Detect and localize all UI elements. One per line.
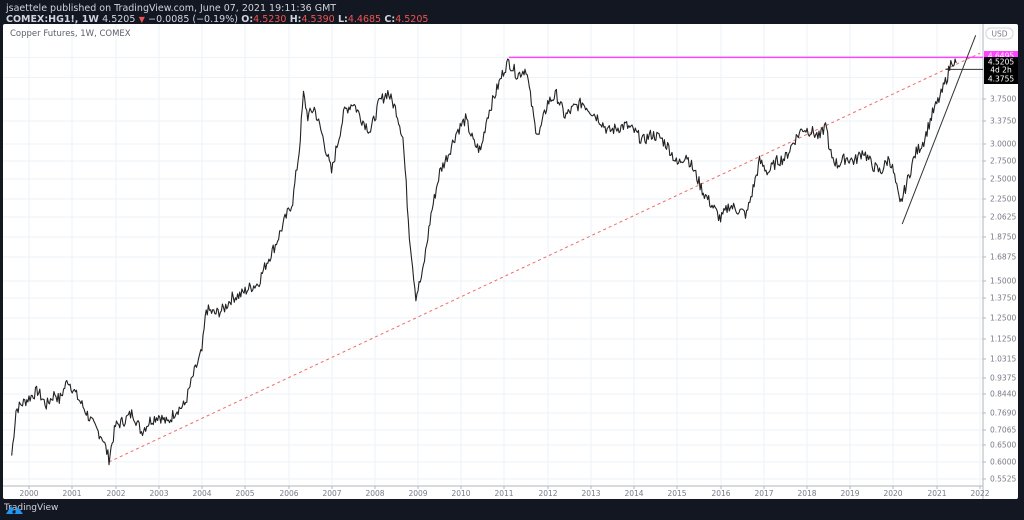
x-tick-label: 2000 — [19, 489, 38, 498]
y-tick-label: 0.6000 — [990, 458, 1016, 467]
x-tick-label: 2005 — [235, 489, 254, 498]
y-tick-label: 0.8440 — [990, 390, 1016, 399]
y-tick-label: 3.7500 — [990, 95, 1016, 104]
support-trendline[interactable] — [108, 52, 981, 463]
price-tag: 4.6495 — [988, 52, 1014, 61]
y-tick-label: 0.6500 — [990, 441, 1016, 450]
low-value: 4.4685 — [347, 14, 382, 25]
grid — [3, 24, 983, 486]
symbol-quote-line: COMEX:HG1!, 1W 4.5205 ▼ −0.0085 (−0.19%)… — [6, 14, 428, 25]
y-tick-label: 2.5000 — [990, 175, 1016, 184]
y-tick-label: 1.6875 — [990, 253, 1016, 262]
y-tick-label: 1.0315 — [990, 355, 1016, 364]
x-tick-label: 2003 — [149, 489, 168, 498]
x-tick-label: 2011 — [494, 489, 513, 498]
x-tick-label: 2009 — [408, 489, 427, 498]
x-tick-label: 2022 — [970, 489, 989, 498]
x-tick-label: 2013 — [581, 489, 600, 498]
y-tick-label: 2.0625 — [990, 213, 1016, 222]
x-tick-label: 2017 — [754, 489, 773, 498]
currency-badge[interactable]: USD — [985, 27, 1014, 40]
x-tick-label: 2008 — [365, 489, 384, 498]
currency-label: USD — [991, 30, 1007, 39]
time-axis[interactable]: 2000 2001 2002 2003 2004 2005 2006 2007 2008 2009… — [19, 486, 990, 498]
y-tick-label: 2.2500 — [990, 195, 1016, 204]
low-label: L: — [338, 14, 348, 25]
x-tick-label: 2015 — [667, 489, 686, 498]
y-tick-label: 0.7690 — [990, 409, 1016, 418]
close-label: C: — [384, 14, 396, 25]
cloud-logo-icon — [6, 506, 23, 514]
price-tag: 4.5205 — [988, 58, 1014, 67]
x-tick-label: 2007 — [322, 489, 341, 498]
x-tick-label: 2020 — [883, 489, 902, 498]
price-change: −0.0085 (−0.19%) — [148, 14, 238, 25]
y-tick-label: 0.9375 — [990, 374, 1016, 383]
y-tick-label: 0.7065 — [990, 426, 1016, 435]
y-tick-label: 1.3750 — [990, 294, 1016, 303]
price-tag: 4d 2h — [990, 66, 1012, 75]
open-label: O: — [241, 14, 254, 25]
y-tick-label: 2.7500 — [990, 157, 1016, 166]
x-tick-label: 2001 — [62, 489, 81, 498]
last-price: 4.5205 — [102, 14, 136, 25]
tradingview-logo[interactable]: TradingView — [4, 503, 59, 514]
x-tick-label: 2014 — [624, 489, 643, 498]
y-tick-label: 1.2500 — [990, 314, 1016, 323]
close-value: 4.5205 — [395, 14, 429, 25]
y-tick-label: 1.1250 — [990, 335, 1016, 344]
y-tick-label: 1.5000 — [990, 277, 1016, 286]
x-tick-label: 2006 — [279, 489, 298, 498]
price-chart[interactable]: 3.7500 3.3750 3.0000 2.7500 2.5000 2.2500 2.06… — [3, 24, 1018, 499]
price-tag: 4.3755 — [988, 75, 1014, 84]
x-tick-label: 2018 — [797, 489, 816, 498]
high-label: H: — [289, 14, 302, 25]
x-tick-label: 2016 — [711, 489, 730, 498]
high-value: 4.5390 — [301, 14, 335, 25]
down-arrow-icon: ▼ — [138, 15, 145, 24]
price-axis[interactable]: 3.7500 3.3750 3.0000 2.7500 2.5000 2.2500 2.06… — [983, 95, 1016, 484]
x-tick-label: 2002 — [106, 489, 125, 498]
drawings[interactable] — [108, 35, 983, 463]
brand-name: TradingView — [4, 503, 59, 513]
x-tick-label: 2004 — [192, 489, 211, 498]
x-tick-label: 2010 — [451, 489, 470, 498]
chart-title: Copper Futures, 1W, COMEX — [10, 29, 131, 39]
y-tick-label: 1.8750 — [990, 233, 1016, 242]
y-tick-label: 3.0000 — [990, 140, 1016, 149]
open-value: 4.5230 — [253, 14, 287, 25]
x-tick-label: 2019 — [840, 489, 859, 498]
rally-trendline[interactable] — [901, 35, 977, 225]
symbol: COMEX:HG1!, 1W — [6, 14, 99, 25]
x-tick-label: 2021 — [927, 489, 946, 498]
y-tick-label: 3.3750 — [990, 117, 1016, 126]
publisher-line: jsaettele published on TradingView.com, … — [6, 3, 337, 14]
y-tick-label: 0.5525 — [990, 475, 1016, 484]
price-line — [11, 58, 957, 466]
x-tick-label: 2012 — [538, 489, 557, 498]
chart-frame[interactable]: 3.7500 3.3750 3.0000 2.7500 2.5000 2.2500 2.06… — [3, 24, 1018, 499]
